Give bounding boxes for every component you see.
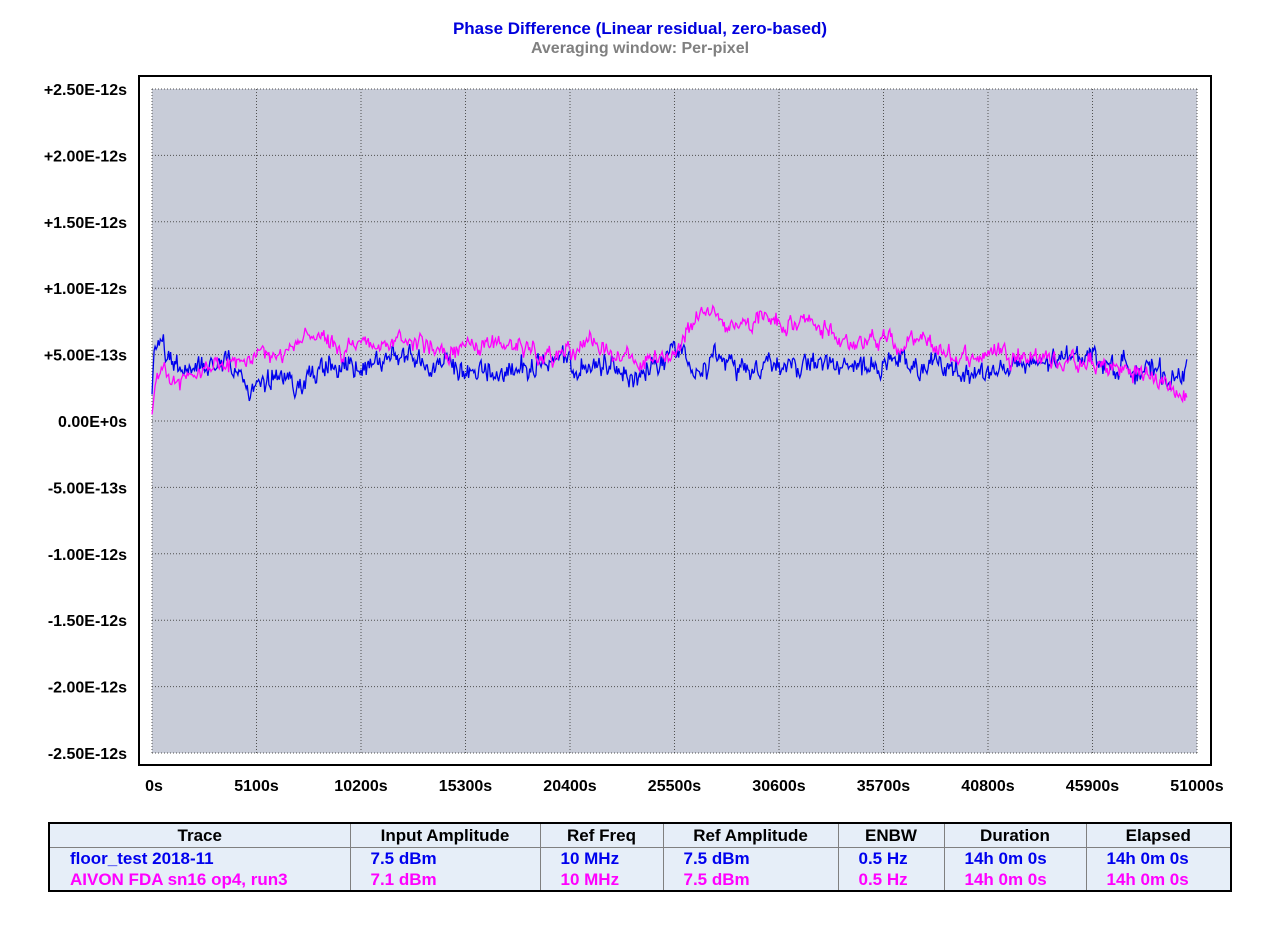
- x-tick-label: 25500s: [648, 778, 701, 795]
- legend-trace-name: AIVON FDA sn16 op4, run3: [70, 869, 288, 889]
- y-tick-label: -2.00E-12s: [48, 680, 127, 697]
- legend-input-amplitude: 7.5 dBm: [349, 847, 540, 869]
- x-tick-label: 51000s: [1170, 778, 1223, 795]
- y-tick-label: +5.00E-13s: [44, 348, 127, 365]
- y-axis: +2.50E-12s +2.00E-12s +1.50E-12s +1.00E-12s…: [44, 82, 127, 763]
- series-line-1: [151, 304, 1188, 415]
- x-tick-label: 35700s: [857, 778, 910, 795]
- legend-table: Trace Input Amplitude Ref Freq Ref Ampli…: [48, 822, 1232, 892]
- legend-header-input-amplitude: Input Amplitude: [349, 824, 540, 848]
- legend-header-enbw: ENBW: [837, 824, 944, 848]
- y-tick-label: -5.00E-13s: [48, 480, 127, 497]
- x-tick-label: 45900s: [1066, 778, 1119, 795]
- y-tick-label: +1.00E-12s: [44, 281, 127, 298]
- legend-header-ref-amplitude: Ref Amplitude: [662, 824, 838, 848]
- y-tick-label: +2.00E-12s: [44, 148, 127, 165]
- legend-elapsed: 14h 0m 0s: [1085, 847, 1230, 869]
- legend-duration: 14h 0m 0s: [943, 869, 1086, 890]
- chart-canvas: +2.50E-12s +2.00E-12s +1.50E-12s +1.00E-12s…: [44, 75, 1224, 795]
- y-tick-label: -1.50E-12s: [48, 613, 127, 630]
- legend-header-duration: Duration: [943, 824, 1086, 848]
- y-tick-label: +2.50E-12s: [44, 82, 127, 99]
- chart-title: Phase Difference (Linear residual, zero-…: [452, 19, 828, 38]
- x-tick-label: 30600s: [752, 778, 805, 795]
- legend-enbw: 0.5 Hz: [837, 869, 944, 890]
- legend-header-elapsed: Elapsed: [1085, 824, 1230, 848]
- legend-ref-freq: 10 MHz: [539, 869, 663, 890]
- legend-row-1: AIVON FDA sn16 op4, run3 7.1 dBm 10 MHz …: [50, 869, 1230, 890]
- legend-trace-name: floor_test 2018-11: [70, 848, 214, 868]
- legend-row-0: floor_test 2018-11 7.5 dBm 10 MHz 7.5 dB…: [50, 847, 1230, 869]
- legend-header-trace: Trace: [50, 824, 350, 848]
- x-axis: 0s 5100s 10200s 15300s 20400s 25500s 30600s 357…: [145, 778, 1224, 795]
- legend-enbw: 0.5 Hz: [837, 847, 944, 869]
- legend-elapsed: 14h 0m 0s: [1085, 869, 1230, 890]
- x-tick-label: 40800s: [961, 778, 1014, 795]
- legend-input-amplitude: 7.1 dBm: [349, 869, 540, 890]
- x-tick-label: 15300s: [439, 778, 492, 795]
- y-tick-label: -1.00E-12s: [48, 547, 127, 564]
- grid: [151, 88, 1198, 754]
- x-tick-label: 20400s: [543, 778, 596, 795]
- chart-subtitle: Averaging window: Per-pixel: [530, 40, 750, 57]
- y-tick-label: +1.50E-12s: [44, 215, 127, 232]
- y-tick-label: -2.50E-12s: [48, 746, 127, 763]
- legend-duration: 14h 0m 0s: [943, 847, 1086, 869]
- legend-ref-amplitude: 7.5 dBm: [662, 869, 838, 890]
- x-tick-label: 10200s: [334, 778, 387, 795]
- y-tick-label: 0.00E+0s: [58, 414, 127, 431]
- x-tick-label: 5100s: [234, 778, 279, 795]
- series-group: [151, 304, 1188, 415]
- legend-ref-freq: 10 MHz: [539, 847, 663, 869]
- legend-ref-amplitude: 7.5 dBm: [662, 847, 838, 869]
- legend-header-ref-freq: Ref Freq: [539, 824, 663, 848]
- x-tick-label: 0s: [145, 778, 163, 795]
- legend-header-row: Trace Input Amplitude Ref Freq Ref Ampli…: [50, 824, 1230, 848]
